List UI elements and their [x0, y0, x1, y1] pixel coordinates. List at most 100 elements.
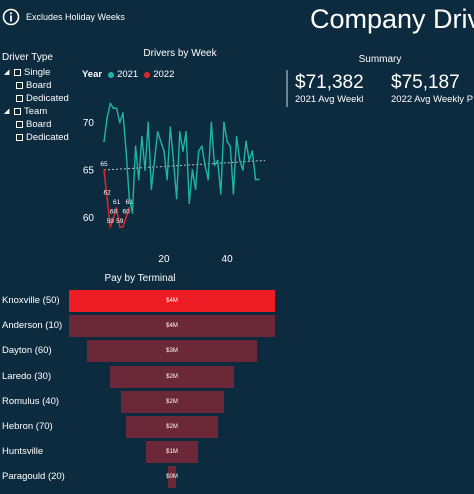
collapse-icon[interactable]: ◢: [4, 108, 10, 115]
data-point-2021: [150, 188, 153, 190]
checkbox[interactable]: [14, 69, 21, 76]
data-point-2021: [131, 211, 134, 214]
slicer-item-label: Board: [26, 80, 52, 91]
slicer-title: Driver Type: [2, 52, 53, 63]
data-point-2021: [235, 135, 238, 138]
data-point-2022: [106, 197, 109, 200]
checkbox[interactable]: [16, 82, 23, 89]
data-point-2021: [245, 140, 247, 143]
data-point-2021: [109, 102, 112, 105]
data-point-2021: [172, 159, 175, 162]
data-point-2021: [122, 112, 124, 114]
data-point-2022: [125, 216, 127, 219]
slicer-item-team-board[interactable]: Board: [2, 118, 69, 131]
y-tick-label: 70: [83, 118, 95, 129]
funnel-bar[interactable]: [87, 340, 257, 363]
checkbox[interactable]: [14, 108, 21, 115]
data-point-2021: [153, 159, 156, 162]
funnel-value-label: $4M: [166, 323, 178, 330]
kpi-value: $75,187: [391, 72, 460, 93]
funnel-category-label: Huntsville: [2, 446, 44, 458]
series-line-2021: [103, 102, 259, 214]
data-point-2021: [182, 150, 184, 152]
checkbox[interactable]: [16, 134, 23, 141]
legend-title: Year: [82, 69, 103, 80]
data-point-2021: [229, 145, 232, 148]
kpi-divider: [286, 70, 288, 107]
kpi-2021: $71,382 2021 Avg Weekl: [295, 72, 364, 105]
data-point-2021: [144, 169, 146, 171]
funnel-category-label: Hebron (70): [2, 421, 53, 432]
checkbox[interactable]: [16, 95, 23, 102]
data-point-2021: [159, 140, 162, 143]
data-point-2022: [112, 216, 115, 219]
funnel-category-label: Knoxville (50): [2, 295, 60, 306]
funnel-bar[interactable]: [69, 290, 275, 312]
data-point-2021: [156, 131, 159, 133]
data-point-2021: [213, 164, 216, 167]
data-point-2021: [175, 197, 178, 200]
funnel-bar[interactable]: [146, 441, 198, 464]
data-point-2021: [223, 121, 225, 124]
slicer-item-team-dedicated[interactable]: Dedicated: [2, 131, 69, 144]
data-point-2021: [200, 145, 203, 148]
x-tick-label: 20: [158, 254, 170, 265]
data-point-2021: [118, 121, 121, 124]
data-label: 59: [116, 218, 124, 225]
data-point-2021: [128, 197, 131, 200]
kpi-label: 2022 Avg Weekly P: [391, 94, 474, 105]
data-point-2022: [118, 226, 121, 228]
info-icon[interactable]: [2, 8, 20, 26]
funnel-bar[interactable]: [125, 416, 219, 438]
slicer-item-team[interactable]: ◢ Team: [2, 105, 69, 118]
page-title: Company Drive: [310, 4, 474, 34]
y-tick-label: 60: [83, 213, 95, 224]
funnel-category-label: Romulus (40): [2, 395, 60, 407]
slicer-item-single-dedicated[interactable]: Dedicated: [2, 92, 69, 105]
data-point-2021: [232, 192, 235, 195]
data-point-2021: [185, 131, 187, 133]
y-tick-label: 65: [83, 166, 95, 177]
data-point-2021: [194, 188, 197, 190]
checkbox[interactable]: [16, 121, 23, 128]
data-label: 65: [100, 161, 108, 168]
data-point-2021: [207, 178, 210, 181]
funnel-bar[interactable]: [120, 390, 224, 413]
x-tick-label: 40: [222, 254, 234, 265]
funnel-value-label: $4M: [166, 298, 178, 304]
funnel-bar[interactable]: [168, 466, 176, 489]
data-point-2021: [125, 150, 127, 152]
info-text: Excludes Holiday Weeks: [26, 12, 125, 22]
slicer-item-single[interactable]: ◢ Single: [2, 66, 69, 79]
data-label: 59: [107, 218, 115, 225]
data-label: 61: [113, 199, 121, 206]
data-point-2021: [204, 164, 206, 167]
data-label: 60: [110, 209, 118, 216]
legend-label-2022[interactable]: 2022: [153, 69, 175, 80]
funnel-value-label: $2M: [166, 398, 178, 405]
data-label: 62: [104, 190, 112, 197]
funnel-title: Pay by Terminal: [104, 273, 176, 284]
data-point-2021: [103, 140, 105, 143]
data-point-2022: [103, 169, 105, 171]
legend-marker-2021: [108, 71, 115, 78]
funnel-bar[interactable]: [110, 365, 234, 388]
collapse-icon[interactable]: ◢: [4, 69, 10, 76]
driver-type-slicer: Driver Type ◢ Single Board Dedicated ◢ T…: [2, 52, 69, 144]
data-point-2021: [106, 116, 109, 119]
info-banner: Excludes Holiday Weeks: [2, 8, 125, 26]
chart-legend: Year 2021 2022: [82, 69, 174, 80]
data-label: 61: [126, 199, 134, 206]
data-point-2021: [251, 150, 254, 152]
funnel-bar[interactable]: [69, 315, 275, 338]
legend-label-2021[interactable]: 2021: [117, 69, 139, 80]
funnel-category-label: Laredo (30): [2, 370, 52, 382]
data-point-2021: [242, 169, 244, 171]
slicer-item-single-board[interactable]: Board: [2, 79, 69, 92]
data-point-2021: [226, 140, 229, 143]
slicer-item-label: Dedicated: [26, 93, 69, 104]
funnel-category-label: Paragould (20): [2, 471, 65, 483]
data-point-2021: [197, 150, 200, 152]
kpi-value: $71,382: [295, 72, 364, 93]
